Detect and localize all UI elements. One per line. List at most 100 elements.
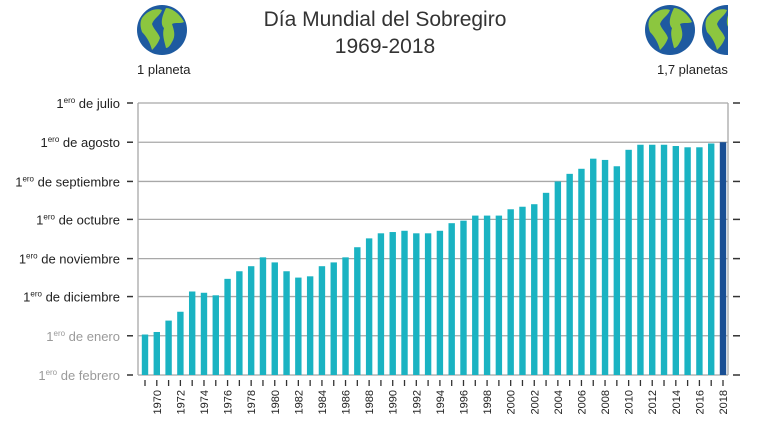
y-tick-number: 1 xyxy=(40,135,47,150)
y-tick-label: 1ero de agosto xyxy=(40,135,120,150)
bar-2000 xyxy=(507,209,514,375)
bar-1970 xyxy=(153,331,160,375)
bar-1990 xyxy=(389,232,396,375)
x-tick-label: 1986 xyxy=(341,390,353,414)
bar-1989 xyxy=(377,233,385,375)
x-tick-label: 1976 xyxy=(223,390,235,414)
bar-1974 xyxy=(200,292,208,375)
x-tick-label: 1998 xyxy=(482,390,494,414)
x-tick-label: 2012 xyxy=(647,390,659,414)
x-tick-label: 2014 xyxy=(671,390,683,414)
bar-2003 xyxy=(542,192,550,375)
y-tick-label: 1ero de diciembre xyxy=(23,290,120,305)
bar-1987 xyxy=(354,247,361,375)
y-tick-text: de octubre xyxy=(55,212,120,227)
y-tick-number: 1 xyxy=(36,212,43,227)
y-tick-text: de enero xyxy=(65,329,120,344)
bar-1993 xyxy=(424,233,432,375)
y-tick-superscript: ero xyxy=(26,252,38,261)
bar-2013 xyxy=(660,144,668,375)
bar-1984 xyxy=(318,266,326,375)
bar-2009 xyxy=(613,166,621,375)
bar-2015 xyxy=(684,147,691,375)
bar-1980 xyxy=(271,262,278,375)
chart-title: Día Mundial del Sobregiro xyxy=(263,8,507,31)
bar-1997 xyxy=(472,215,479,375)
bar-1977 xyxy=(236,271,243,375)
bar-2007 xyxy=(590,158,597,375)
bar-1992 xyxy=(413,233,420,375)
bar-1971 xyxy=(165,320,172,375)
y-tick-text: de febrero xyxy=(57,368,120,383)
bar-1978 xyxy=(247,266,255,375)
y-tick-superscript: ero xyxy=(64,96,76,105)
bar-1975 xyxy=(212,295,219,375)
y-tick-superscript: ero xyxy=(30,290,42,299)
bar-1985 xyxy=(330,262,337,375)
y-tick-text: de agosto xyxy=(59,135,120,150)
bar-2012 xyxy=(649,144,656,375)
right-globe-label: 1,7 planetas xyxy=(657,62,728,77)
x-tick-label: 2016 xyxy=(694,390,706,414)
bar-1998 xyxy=(483,215,491,375)
bar-1972 xyxy=(177,311,184,375)
x-tick-label: 2006 xyxy=(576,390,588,414)
y-tick-text: de julio xyxy=(75,96,120,111)
y-tick-label: 1ero de enero xyxy=(46,329,120,344)
bar-1995 xyxy=(448,223,455,375)
bar-1983 xyxy=(306,276,314,375)
y-tick-label: 1ero de septiembre xyxy=(15,174,120,189)
y-tick-number: 1 xyxy=(56,96,63,111)
y-tick-superscript: ero xyxy=(54,329,66,338)
bar-2001 xyxy=(519,206,526,375)
y-tick-superscript: ero xyxy=(22,174,34,183)
x-tick-label: 2004 xyxy=(553,390,565,414)
y-tick-text: de diciembre xyxy=(42,290,120,305)
y-tick-superscript: ero xyxy=(43,212,55,221)
bar-1988 xyxy=(365,238,373,375)
y-tick-superscript: ero xyxy=(46,368,58,377)
y-tick-label: 1ero de julio xyxy=(56,96,120,111)
partial-globe-icon xyxy=(702,5,728,55)
x-tick-label: 2010 xyxy=(624,390,636,414)
x-tick-label: 1984 xyxy=(317,390,329,414)
y-tick-label: 1ero de noviembre xyxy=(19,252,120,267)
bar-1981 xyxy=(283,271,290,375)
x-tick-label: 2002 xyxy=(529,390,541,414)
bar-2010 xyxy=(625,149,632,375)
left-globe-label: 1 planeta xyxy=(137,62,191,77)
chart-subtitle: 1969-2018 xyxy=(334,35,436,58)
y-tick-superscript: ero xyxy=(48,135,60,144)
globe-icon xyxy=(137,5,187,55)
bar-1994 xyxy=(436,230,444,375)
bar-1986 xyxy=(342,257,349,375)
y-tick-text: de septiembre xyxy=(34,174,120,189)
bar-2018 xyxy=(719,142,727,375)
x-tick-label: 2008 xyxy=(600,390,612,414)
x-tick-label: 1978 xyxy=(246,390,258,414)
globe-icon xyxy=(645,5,695,55)
y-tick-label: 1ero de octubre xyxy=(36,212,120,227)
x-tick-label: 1974 xyxy=(199,390,211,414)
y-tick-number: 1 xyxy=(38,368,45,383)
bar-1979 xyxy=(259,257,267,375)
bar-2011 xyxy=(637,144,644,375)
x-tick-label: 1992 xyxy=(411,390,423,414)
y-tick-number: 1 xyxy=(46,329,53,344)
bar-2006 xyxy=(578,168,585,375)
x-tick-label: 1982 xyxy=(293,390,305,414)
x-tick-label: 1994 xyxy=(435,390,447,414)
x-tick-label: 1988 xyxy=(364,390,376,414)
bar-1999 xyxy=(495,215,503,375)
bar-1982 xyxy=(295,277,302,375)
bar-2014 xyxy=(672,146,680,375)
x-tick-label: 1996 xyxy=(458,390,470,414)
bar-2005 xyxy=(566,173,573,375)
y-tick-label: 1ero de febrero xyxy=(38,368,120,383)
bar-1969 xyxy=(141,334,149,375)
x-tick-label: 1972 xyxy=(175,390,187,414)
bar-2017 xyxy=(708,143,715,375)
bar-1991 xyxy=(401,230,408,375)
